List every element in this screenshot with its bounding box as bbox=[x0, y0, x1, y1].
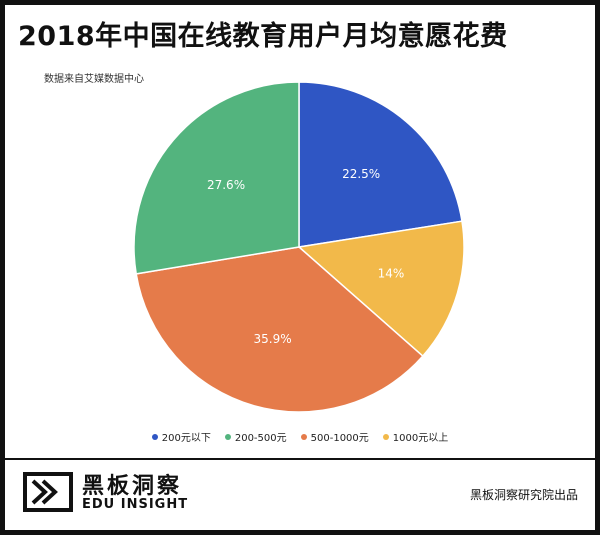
legend-color-dot bbox=[300, 433, 307, 440]
legend-item: 500-1000元 bbox=[300, 429, 369, 444]
legend-label: 1000元以上 bbox=[392, 433, 449, 444]
legend-item: 200元以下 bbox=[151, 429, 211, 444]
legend-color-dot bbox=[382, 433, 389, 440]
pie-slice bbox=[298, 81, 463, 248]
pie-slice bbox=[133, 81, 300, 275]
edu-insight-logo-icon bbox=[23, 472, 73, 512]
legend-label: 200-500元 bbox=[234, 433, 287, 444]
data-source-note: 数据来自艾媒数据中心 bbox=[44, 74, 144, 85]
chart-title: 2018年中国在线教育用户月均意愿花费 bbox=[18, 21, 508, 52]
legend-color-dot bbox=[151, 433, 158, 440]
legend-label: 500-1000元 bbox=[310, 433, 369, 444]
footer-divider bbox=[5, 458, 595, 460]
legend-color-dot bbox=[224, 433, 231, 440]
pie-slice bbox=[135, 246, 424, 413]
slice-value-label: 22.5% bbox=[342, 167, 380, 181]
slice-value-label: 35.9% bbox=[254, 332, 292, 346]
brand-name-cn: 黑板洞察 bbox=[82, 474, 183, 499]
legend-label: 200元以下 bbox=[161, 433, 211, 444]
pie-slice bbox=[297, 220, 465, 358]
publisher-note: 黑板洞察研究院出品 bbox=[469, 488, 578, 502]
slice-value-label: 27.6% bbox=[207, 178, 245, 192]
legend-item: 1000元以上 bbox=[382, 429, 449, 444]
legend-item: 200-500元 bbox=[224, 429, 287, 444]
brand-name-en: EDU INSIGHT bbox=[82, 497, 189, 512]
chart-legend: 200元以下 200-500元 500-1000元 1000元以上 bbox=[0, 429, 600, 444]
slice-value-label: 14% bbox=[378, 267, 405, 281]
